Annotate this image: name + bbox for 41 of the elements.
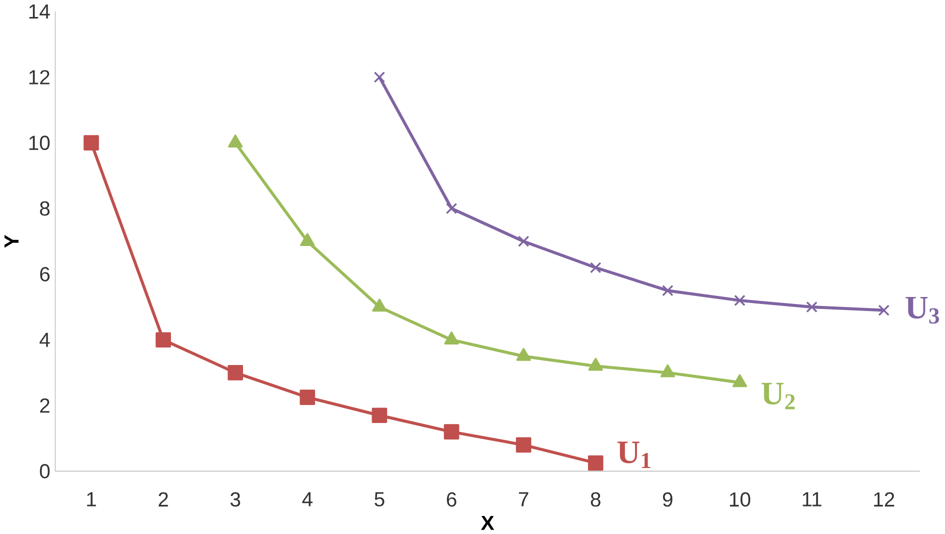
x-tick-label: 12	[874, 492, 894, 506]
x-tick-label: 3	[230, 492, 240, 506]
y-tick-label: 6	[40, 266, 50, 282]
x-axis-title: X	[480, 516, 494, 530]
point	[588, 455, 604, 470]
point	[516, 437, 532, 452]
series-label: U$_{1}$	[618, 441, 650, 468]
y-tick-label: 4	[40, 332, 50, 347]
point	[84, 134, 99, 150]
y-tick-label: 2	[40, 398, 50, 412]
y-tick-label: 8	[40, 201, 50, 216]
y-tick-label: 0	[40, 464, 50, 478]
point	[662, 284, 674, 296]
x-tick-label: 4	[302, 492, 312, 506]
x-tick-label: 7	[518, 492, 528, 506]
point	[518, 235, 530, 247]
x-tick-label: 6	[446, 492, 456, 506]
x-tick-label: 2	[158, 492, 168, 506]
point	[446, 202, 458, 214]
point	[156, 332, 171, 348]
point	[300, 389, 316, 405]
y-axis-title: Y	[4, 234, 19, 248]
y-tick-label: 10	[29, 135, 50, 150]
point	[372, 407, 388, 423]
series-label: U$_{2}$	[762, 382, 795, 410]
point	[228, 364, 244, 380]
point	[590, 262, 602, 274]
point	[734, 294, 746, 306]
series-label: U$_{3}$	[906, 296, 940, 324]
x-tick-label: 1	[87, 492, 96, 506]
x-tick-label: 9	[663, 492, 672, 506]
x-tick-label: 11	[802, 492, 822, 506]
point	[878, 304, 890, 316]
point	[444, 424, 460, 440]
point	[806, 301, 818, 312]
x-tick-label: 5	[374, 492, 384, 506]
x-tick-label: 8	[590, 492, 600, 506]
y-tick-label: 14	[29, 4, 50, 18]
y-tick-label: 12	[29, 70, 50, 84]
point	[374, 71, 386, 83]
x-tick-label: 10	[730, 492, 750, 506]
